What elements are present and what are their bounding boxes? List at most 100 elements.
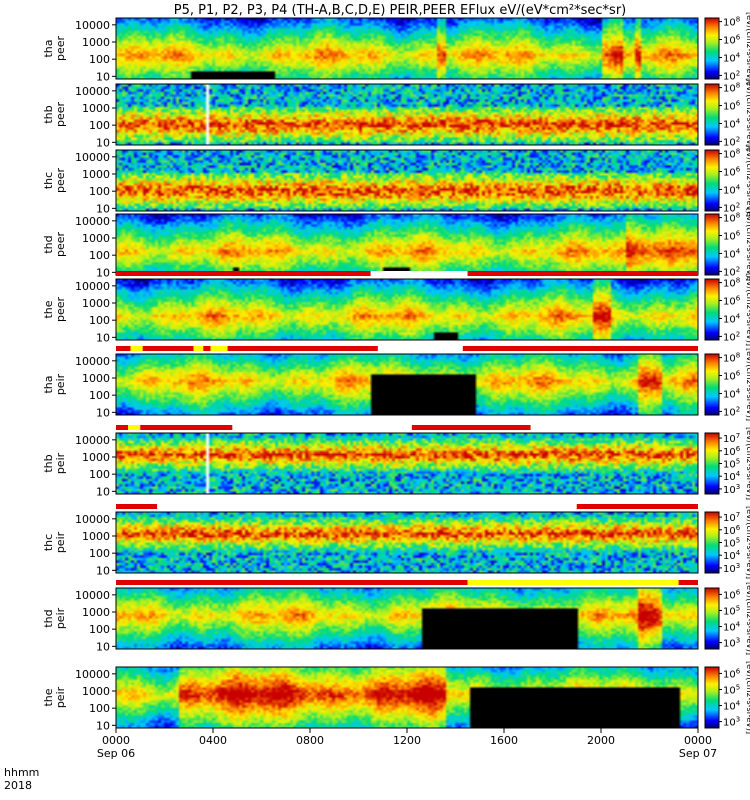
colorbar-label: [eV/(cm2-s-sr-eV)]	[745, 78, 750, 151]
colorbar-tick-label: 106	[723, 230, 741, 243]
y-tick-label: 10	[96, 331, 110, 344]
y-tick-label: 100	[89, 389, 110, 402]
panel-thc-peer: 10 100 1000 10000 thcpeer 102 104 106 108 [eV/(cm…	[42, 144, 750, 217]
panel-frame	[115, 432, 699, 495]
colorbar	[704, 511, 720, 574]
colorbar-label: [eV/(cm2-s-sr-eV)]	[745, 208, 750, 281]
mode-bar-segment	[116, 271, 371, 276]
colorbar	[704, 213, 720, 276]
y-tick-label: 1000	[82, 606, 110, 619]
panel-label: thcpeir	[42, 531, 67, 553]
colorbar-tick-label: 104	[723, 312, 741, 325]
mode-bar-segment	[377, 346, 463, 351]
y-tick-label: 10	[96, 485, 110, 498]
panel-label: thdpeer	[42, 232, 67, 258]
mode-bar-segment	[576, 504, 698, 509]
y-tick-label: 1000	[82, 297, 110, 310]
y-tick-label: 100	[89, 314, 110, 327]
colorbar-tick-label: 107	[723, 432, 740, 445]
y-tick-label: 10000	[75, 434, 110, 447]
colorbar-tick-label: 106	[723, 166, 741, 179]
panels: 10 100 1000 10000 thapeer 102 104 106 108 [eV/(cm…	[42, 12, 750, 734]
colorbar-tick-label: 108	[723, 212, 740, 225]
spectrogram-thc-peir	[116, 512, 698, 573]
mode-bar-segment	[530, 425, 698, 430]
y-tick-label: 1000	[82, 36, 110, 49]
x-tick-label: 0800	[296, 734, 324, 747]
y-tick-label: 1000	[82, 102, 110, 115]
y-tick-label: 100	[89, 623, 110, 636]
mode-bar-segment	[411, 425, 531, 430]
panel-label: thapeer	[42, 36, 67, 62]
panel-label: thepeer	[42, 297, 67, 323]
mode-bars	[116, 271, 698, 585]
x-tick-label: 0400	[199, 734, 227, 747]
colorbar	[704, 149, 720, 212]
panel-thb-peer: 10 100 1000 10000 thbpeer 102 104 106 108 [eV/(cm…	[42, 78, 750, 151]
panel-the-peer: 10 100 1000 10000 thepeer 102 104 106 108 [eV/(cm…	[42, 273, 750, 346]
y-tick-label: 1000	[82, 451, 110, 464]
colorbar-tick-label: 104	[723, 700, 741, 713]
colorbar-label: [eV/(cm2-s-sr-eV)]	[745, 144, 750, 217]
colorbar-tick-label: 103	[723, 716, 740, 729]
colorbar-tick-label: 102	[723, 135, 740, 148]
colorbar-label: [eV/(cm2-s-sr-eV)]	[745, 348, 750, 421]
y-tick-label: 10000	[75, 85, 110, 98]
colorbar-tick-label: 104	[723, 387, 741, 400]
y-tick-label: 100	[89, 702, 110, 715]
y-tick-label: 10	[96, 406, 110, 419]
mode-bar-segment	[157, 504, 577, 509]
colorbar-tick-label: 103	[723, 483, 740, 496]
colorbar-tick-label: 104	[723, 117, 741, 130]
colorbar-tick-label: 102	[723, 330, 740, 343]
colorbar-tick-label: 104	[723, 247, 741, 260]
spectrogram-thd-peer	[116, 214, 698, 275]
colorbar-tick-label: 102	[723, 69, 740, 82]
panel-frame	[115, 511, 699, 574]
spectrogram-thb-peer	[116, 84, 698, 145]
colorbar-tick-label: 106	[723, 295, 741, 308]
x-axis-label-year: 2018	[4, 779, 32, 792]
mode-bar-segment	[130, 346, 143, 351]
colorbar-label: [eV/(cm2-s-sr-eV)]	[745, 427, 750, 500]
mode-bar-segment	[116, 425, 129, 430]
colorbar-tick-label: 105	[723, 458, 740, 471]
panel-label: thbpeir	[42, 452, 67, 474]
colorbar-tick-label: 104	[723, 470, 741, 483]
chart-title: P5, P1, P2, P3, P4 (TH-A,B,C,D,E) PEIR,P…	[174, 3, 627, 18]
mode-bar-segment	[370, 271, 468, 276]
colorbar-tick-label: 104	[723, 621, 741, 634]
colorbar-tick-label: 106	[723, 100, 741, 113]
colorbar-tick-label: 106	[723, 667, 741, 680]
panel-label: thcpeer	[42, 168, 67, 194]
x-date-label: Sep 07	[679, 747, 717, 760]
colorbar-tick-label: 104	[723, 183, 741, 196]
y-tick-label: 100	[89, 119, 110, 132]
y-tick-label: 10000	[75, 513, 110, 526]
panel-frame	[115, 353, 699, 416]
y-tick-label: 10	[96, 70, 110, 83]
y-tick-label: 10	[96, 719, 110, 732]
y-tick-label: 10	[96, 564, 110, 577]
y-tick-label: 100	[89, 53, 110, 66]
colorbar-tick-label: 105	[723, 604, 740, 617]
panel-frame	[115, 587, 699, 650]
y-tick-label: 10000	[75, 280, 110, 293]
x-tick-label: 1200	[393, 734, 421, 747]
y-tick-label: 10000	[75, 151, 110, 164]
y-tick-label: 10000	[75, 589, 110, 602]
colorbar-tick-label: 108	[723, 277, 740, 290]
colorbar	[704, 278, 720, 341]
colorbar	[704, 17, 720, 80]
y-tick-label: 10	[96, 202, 110, 215]
panel-frame	[115, 83, 699, 146]
colorbar-tick-label: 102	[723, 201, 740, 214]
mode-bar	[116, 425, 698, 430]
mode-bar-segment	[116, 504, 158, 509]
y-tick-label: 10000	[75, 19, 110, 32]
colorbar-tick-label: 106	[723, 445, 741, 458]
y-tick-label: 10000	[75, 668, 110, 681]
colorbar-tick-label: 103	[723, 637, 740, 650]
colorbar-tick-label: 104	[723, 549, 741, 562]
